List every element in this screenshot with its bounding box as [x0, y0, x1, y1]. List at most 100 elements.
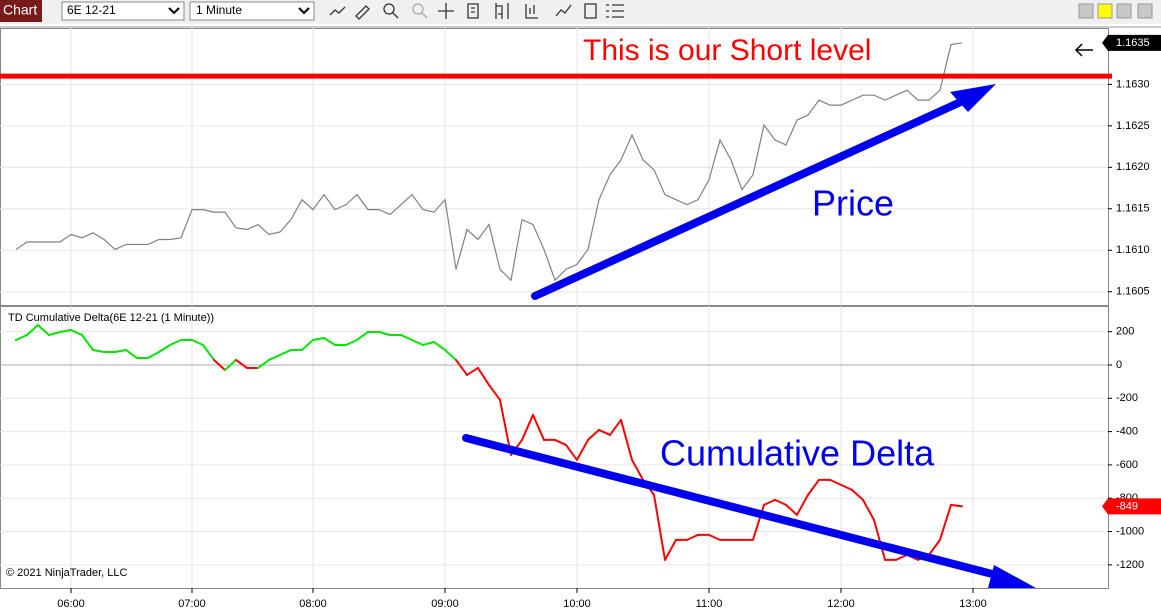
y-tick-label: 0: [1116, 359, 1122, 371]
delta-segment: [950, 503, 963, 508]
price-annotation: Price: [812, 183, 894, 224]
delta-segment: [576, 438, 589, 461]
delta-segment: [895, 553, 908, 561]
dropdown-arrow: [298, 7, 310, 15]
delta-segment: [411, 338, 424, 346]
delta-segment: [433, 340, 446, 351]
delta-segment: [554, 438, 567, 446]
delta-segment: [92, 348, 105, 353]
x-tick-label: 09:00: [431, 598, 459, 610]
y-tick-label: 1.1610: [1116, 244, 1150, 256]
x-tick-label: 10:00: [563, 598, 591, 610]
delta-segment: [521, 413, 534, 441]
delta-segment: [81, 333, 94, 351]
arrow-head: [950, 84, 996, 112]
level-annotation: This is our Short level: [583, 34, 871, 67]
delta-segment: [829, 478, 842, 486]
last-value-marker: [1102, 34, 1161, 51]
window-button[interactable]: [1078, 3, 1094, 19]
instrument-label: 6E 12-21: [67, 3, 116, 17]
delta-segment: [169, 338, 182, 346]
indicator-title: TD Cumulative Delta(6E 12-21 (1 Minute)): [8, 312, 214, 324]
delta-segment: [48, 330, 61, 336]
y-tick-label: -1200: [1116, 559, 1144, 571]
delta-segment: [598, 428, 611, 436]
delta-segment: [774, 498, 787, 506]
delta-segment: [653, 493, 666, 561]
interval-label: 1 Minute: [196, 3, 242, 17]
chart-tab[interactable]: [0, 0, 42, 22]
delta-segment: [15, 333, 28, 341]
y-tick-label: 200: [1116, 326, 1134, 338]
y-tick-label: 1.1625: [1116, 120, 1150, 132]
delta-segment: [455, 358, 468, 376]
copyright: © 2021 NinjaTrader, LLC: [6, 567, 127, 579]
delta-segment: [224, 358, 237, 371]
delta-segment: [356, 330, 369, 341]
last-value-marker: [1102, 498, 1161, 515]
y-tick-label: 1.1605: [1116, 286, 1150, 298]
trend-arrow: [462, 434, 1004, 580]
delta-segment: [587, 428, 600, 441]
dropdown-arrow: [168, 7, 180, 15]
delta-segment: [312, 336, 325, 341]
delta-segment: [114, 348, 127, 353]
interval-select[interactable]: [189, 1, 315, 21]
delta-segment: [873, 518, 886, 561]
x-tick-label: 12:00: [827, 598, 855, 610]
delta-segment: [620, 418, 633, 461]
instrument-select[interactable]: [61, 1, 185, 21]
delta-segment: [279, 348, 292, 356]
delta-segment: [840, 483, 853, 491]
delta-segment: [257, 358, 270, 369]
delta-segment: [807, 478, 820, 496]
x-tick-label: 07:00: [178, 598, 206, 610]
delta-segment: [213, 358, 226, 371]
delta-segment: [37, 323, 50, 336]
delta-segment: [301, 338, 314, 351]
delta-segment: [158, 343, 171, 353]
window-button[interactable]: [1097, 3, 1113, 19]
delta-segment: [796, 493, 809, 516]
scroll-arrow[interactable]: [1074, 43, 1093, 57]
delta-segment: [191, 338, 204, 346]
delta-annotation: Cumulative Delta: [660, 433, 935, 474]
x-tick-label: 06:00: [57, 598, 85, 610]
delta-segment: [70, 328, 83, 336]
delta-segment: [565, 443, 578, 461]
y-tick-label: -1000: [1116, 525, 1144, 537]
delta-segment: [686, 533, 699, 541]
delta-segment: [763, 498, 776, 506]
trend-arrow: [531, 96, 969, 300]
delta-segment: [378, 330, 391, 336]
delta-segment: [488, 383, 501, 401]
delta-segment: [466, 366, 479, 376]
price-line: [15, 42, 963, 282]
delta-segment: [631, 458, 644, 481]
delta-segment: [268, 353, 281, 361]
window-button[interactable]: [1116, 3, 1132, 19]
delta-segment: [851, 488, 864, 501]
delta-segment: [125, 348, 138, 359]
x-tick-label: 11:00: [696, 598, 723, 610]
delta-segment: [477, 366, 490, 386]
delta-segment: [323, 336, 336, 346]
chart-tab-label: Chart: [3, 2, 37, 18]
window-button[interactable]: [1137, 3, 1153, 19]
delta-segment: [928, 538, 941, 556]
delta-segment: [785, 503, 798, 516]
delta-segment: [664, 538, 677, 561]
delta-segment: [862, 498, 875, 521]
delta-segment: [26, 323, 39, 336]
y-tick-label: -600: [1116, 459, 1138, 471]
x-tick-label: 08:00: [299, 598, 327, 610]
delta-segment: [202, 343, 215, 361]
y-tick-label: 1.1620: [1116, 161, 1150, 173]
last-value-label: -849: [1116, 500, 1138, 512]
delta-segment: [400, 333, 413, 341]
toolbar-icons[interactable]: [329, 3, 624, 20]
x-tick-label: 13:00: [959, 598, 987, 610]
delta-segment: [532, 413, 545, 441]
delta-segment: [147, 350, 160, 359]
